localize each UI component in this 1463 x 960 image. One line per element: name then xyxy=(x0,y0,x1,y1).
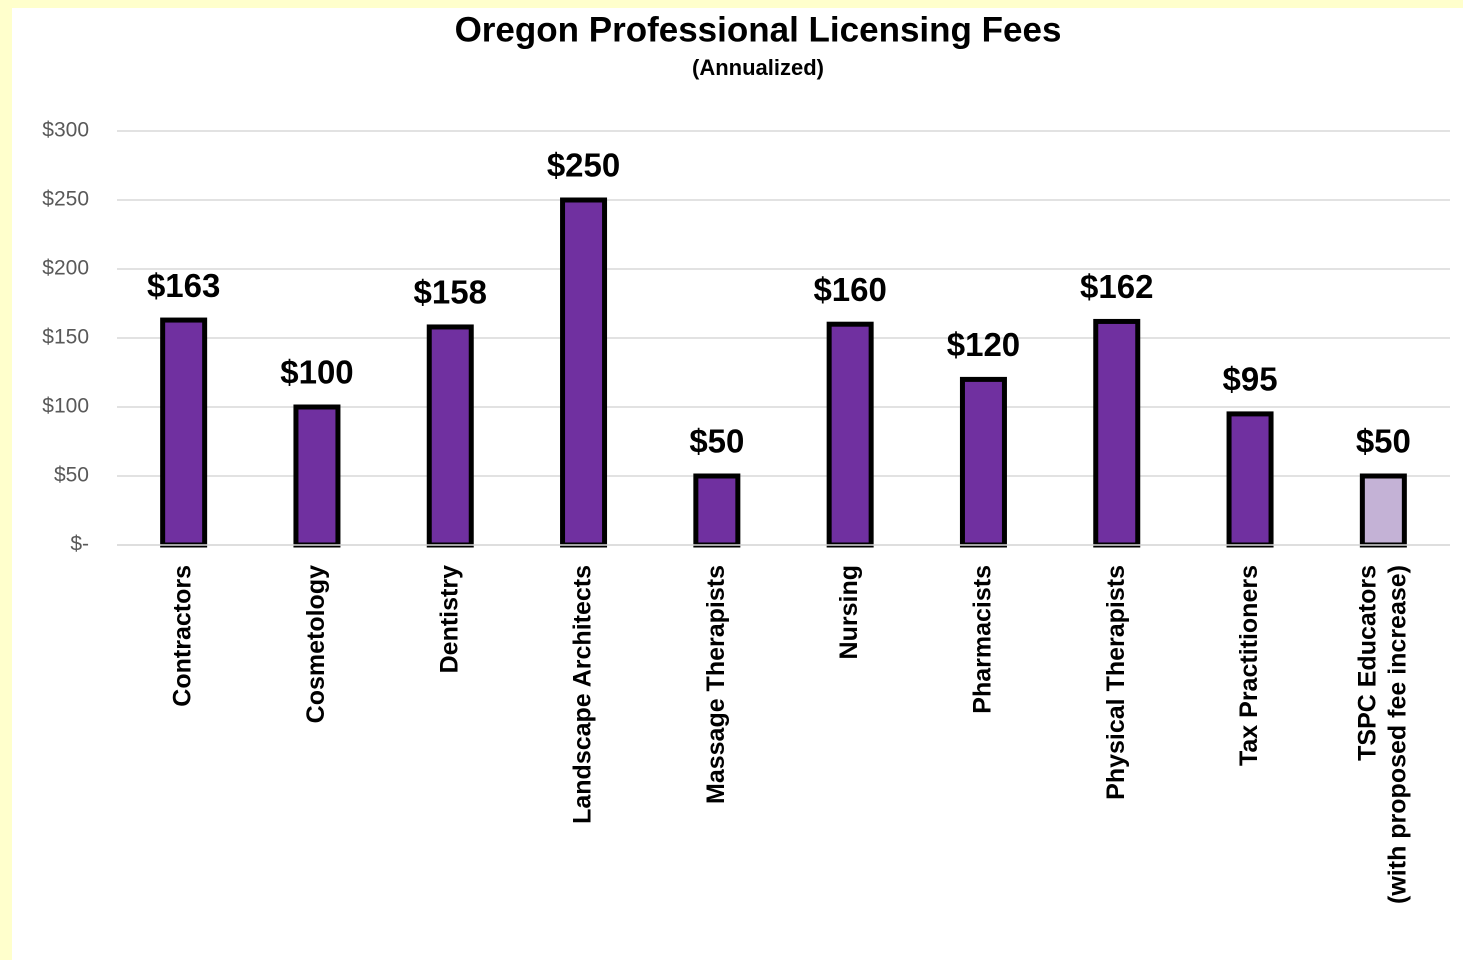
x-tick-label-line: TSPC Educators xyxy=(1353,565,1381,761)
x-tick-label: Massage Therapists xyxy=(701,565,729,804)
x-tick-label-line: Massage Therapists xyxy=(701,565,729,804)
data-label: $50 xyxy=(1356,423,1411,460)
data-label: $250 xyxy=(547,147,620,184)
y-tick-label: $150 xyxy=(42,326,89,349)
data-label: $162 xyxy=(1080,268,1153,305)
chart-title: Oregon Professional Licensing Fees xyxy=(455,10,1062,49)
x-tick-label: Tax Practitioners xyxy=(1235,565,1263,766)
chart-subtitle: (Annualized) xyxy=(692,55,824,80)
x-tick-label: Cosmetology xyxy=(302,565,330,723)
y-tick-label: $200 xyxy=(42,257,89,280)
x-tick-label-line: Tax Practitioners xyxy=(1235,565,1263,766)
bar xyxy=(693,473,741,548)
y-tick-label: $50 xyxy=(54,464,89,487)
bar xyxy=(1359,473,1407,548)
x-tick-label-line: Contractors xyxy=(168,565,196,707)
x-tick-label: Physical Therapists xyxy=(1101,565,1129,800)
x-tick-label: Pharmacists xyxy=(968,565,996,714)
y-tick-label: $250 xyxy=(42,188,89,211)
y-tick-label: $300 xyxy=(42,119,89,142)
bar xyxy=(1093,318,1141,548)
bar xyxy=(426,324,474,548)
x-tick-label: TSPC Educators(with proposed fee increas… xyxy=(1353,565,1411,904)
x-tick-label: Nursing xyxy=(835,565,863,659)
data-label: $163 xyxy=(147,267,220,304)
bar xyxy=(959,376,1007,548)
data-label: $50 xyxy=(689,423,744,460)
x-tick-label-line: Dentistry xyxy=(435,565,463,673)
data-label: $160 xyxy=(813,271,886,308)
x-tick-label-line: Nursing xyxy=(835,565,863,659)
x-tick-label: Dentistry xyxy=(435,565,463,673)
bar xyxy=(1226,411,1274,548)
bar xyxy=(560,197,608,548)
bar xyxy=(826,321,874,548)
x-tick-label: Contractors xyxy=(168,565,196,707)
y-tick-label: $- xyxy=(70,533,89,556)
data-label: $158 xyxy=(414,274,487,311)
bar xyxy=(160,317,208,548)
data-label: $95 xyxy=(1223,361,1278,398)
x-tick-label-line: (with proposed fee increase) xyxy=(1383,565,1411,904)
x-tick-label-line: Physical Therapists xyxy=(1101,565,1129,800)
data-label: $100 xyxy=(280,354,353,391)
x-tick-label-line: Pharmacists xyxy=(968,565,996,714)
bar xyxy=(293,404,341,548)
x-tick-label-line: Cosmetology xyxy=(302,565,330,723)
data-label: $120 xyxy=(947,326,1020,363)
x-tick-label: Landscape Architects xyxy=(568,565,596,824)
y-tick-label: $100 xyxy=(42,395,89,418)
x-tick-label-line: Landscape Architects xyxy=(568,565,596,824)
